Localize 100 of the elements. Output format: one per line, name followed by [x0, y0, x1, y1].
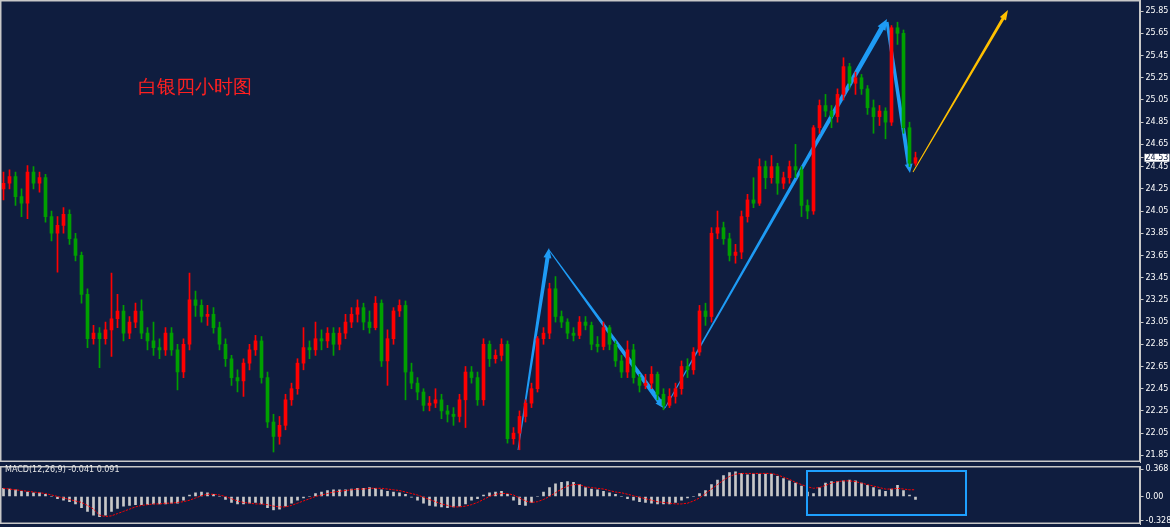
bar	[830, 481, 833, 497]
bar	[434, 496, 437, 507]
bar	[464, 496, 467, 505]
bar	[824, 482, 827, 497]
y-tick-label: 22.65	[1145, 361, 1169, 371]
y-tick-label: 23.45	[1145, 272, 1169, 282]
bar	[524, 496, 527, 506]
bar	[680, 496, 683, 501]
bar	[416, 496, 419, 501]
bar	[788, 480, 791, 497]
bar	[314, 493, 317, 497]
bar	[8, 488, 11, 497]
bar	[884, 490, 887, 497]
bar	[722, 475, 725, 497]
bar	[380, 489, 383, 497]
bar	[584, 487, 587, 497]
bar	[764, 473, 767, 497]
bar	[770, 473, 773, 497]
bar	[878, 489, 881, 497]
bar	[488, 492, 491, 497]
bar	[86, 496, 89, 512]
bar	[164, 496, 167, 505]
bar	[602, 490, 605, 497]
bar	[140, 496, 143, 505]
bar	[854, 480, 857, 497]
bar	[44, 493, 47, 497]
bar	[128, 496, 131, 506]
bar	[398, 492, 401, 497]
bar	[554, 483, 557, 497]
y-tick-label: 0.00	[1145, 491, 1164, 501]
bar	[14, 489, 17, 497]
bar	[110, 496, 113, 512]
bar	[632, 496, 635, 501]
bar	[656, 496, 659, 505]
bar	[368, 487, 371, 497]
bar	[698, 493, 701, 497]
bar	[452, 496, 455, 508]
bar	[782, 478, 785, 497]
bar	[404, 493, 407, 497]
bar	[758, 473, 761, 497]
bar	[296, 496, 299, 501]
bar	[242, 496, 245, 505]
y-tick-label: 23.05	[1145, 317, 1169, 327]
bar	[470, 496, 473, 501]
bar	[80, 496, 83, 508]
y-tick-label: 22.25	[1145, 405, 1169, 415]
bar	[272, 496, 275, 511]
bar	[836, 481, 839, 497]
y-tick-label: 22.05	[1145, 428, 1169, 438]
bar	[374, 487, 377, 497]
bar	[896, 485, 899, 497]
bar	[512, 496, 515, 501]
y-tick-label: 0.368	[1145, 464, 1169, 474]
bar	[746, 474, 749, 497]
bar	[134, 496, 137, 505]
y-tick-label: 22.85	[1145, 339, 1169, 349]
y-tick-label: 24.53	[1145, 152, 1169, 162]
bar	[182, 496, 185, 501]
bar	[914, 496, 917, 500]
bar	[578, 484, 581, 497]
y-tick-label: 22.45	[1145, 383, 1169, 393]
y-tick-label: 25.85	[1145, 6, 1169, 16]
bar	[440, 496, 443, 508]
y-tick-label: 23.85	[1145, 228, 1169, 238]
bar	[740, 473, 743, 497]
bar	[890, 488, 893, 497]
bar	[866, 485, 869, 497]
bar	[566, 481, 569, 497]
bar	[386, 490, 389, 497]
y-tick-label: 24.85	[1145, 117, 1169, 127]
bar	[146, 496, 149, 505]
bar	[608, 492, 611, 497]
bar	[872, 487, 875, 497]
bar	[728, 472, 731, 497]
bar	[236, 496, 239, 505]
bar	[560, 482, 563, 497]
bar	[902, 490, 905, 497]
bar	[98, 496, 101, 517]
y-tick-label: 23.25	[1145, 294, 1169, 304]
bar	[818, 487, 821, 497]
y-tick-label: 25.05	[1145, 95, 1169, 105]
bar	[476, 496, 479, 500]
y-tick-label: -0.328	[1145, 515, 1170, 525]
y-tick-label: 25.25	[1145, 72, 1169, 82]
bar	[848, 479, 851, 497]
bar	[596, 489, 599, 497]
bar	[572, 482, 575, 497]
y-tick-label: 23.65	[1145, 250, 1169, 260]
y-tick-label: 24.45	[1145, 161, 1169, 171]
bar	[284, 496, 287, 507]
y-tick-label: 21.85	[1145, 450, 1169, 460]
bar	[56, 496, 59, 500]
bar	[254, 496, 257, 503]
bar	[20, 490, 23, 497]
bar	[674, 496, 677, 503]
bar	[626, 496, 629, 500]
bar	[794, 482, 797, 497]
y-tick-label: 24.25	[1145, 183, 1169, 193]
bar	[776, 476, 779, 497]
bar	[104, 496, 107, 516]
